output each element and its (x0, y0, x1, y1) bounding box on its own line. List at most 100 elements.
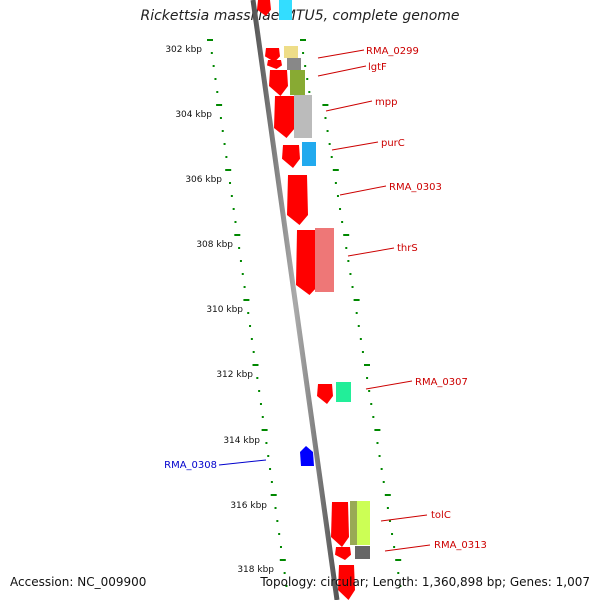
scale-tick (353, 299, 360, 301)
scale-tick (395, 559, 402, 561)
scale-tick (278, 533, 281, 535)
scale-label: 312 kbp (216, 370, 253, 380)
gene-arrow (287, 175, 308, 225)
scale-tick (243, 299, 250, 301)
scale-tick (347, 260, 350, 262)
genome-backbone (250, 0, 340, 600)
map-title: Rickettsia massiliae MTU5, complete geno… (140, 8, 460, 24)
gene-arrow (257, 0, 271, 16)
scale-tick (308, 91, 311, 93)
scale-tick (341, 221, 344, 223)
callout-line (317, 49, 365, 59)
callout-line (347, 247, 395, 257)
scale-tick (384, 494, 391, 496)
scale-tick (261, 416, 264, 418)
scale-label: 318 kbp (237, 565, 274, 575)
scale-tick (380, 468, 383, 470)
scale-tick (256, 377, 259, 379)
scale-label: 304 kbp (175, 110, 212, 120)
scale-tick (234, 234, 241, 236)
gene-block (336, 382, 351, 402)
genome-summary-text: Topology: circular; Length: 1,360,898 bp… (260, 575, 590, 589)
scale-tick (328, 143, 331, 145)
scale-label: 314 kbp (223, 436, 260, 446)
gene-arrow (274, 96, 295, 138)
gene-arrow (335, 547, 351, 560)
gene-arrow (296, 230, 319, 295)
scale-tick (349, 273, 352, 275)
gene-arrow (331, 502, 349, 547)
scale-tick (247, 312, 250, 314)
gene-label: RMA_0299 (366, 46, 419, 57)
scale-tick (391, 533, 394, 535)
scale-tick (279, 546, 282, 548)
scale-tick (261, 429, 268, 431)
scale-tick (351, 286, 354, 288)
scale-tick (285, 585, 288, 587)
scale-tick (223, 143, 226, 145)
gene-label: RMA_0307 (415, 377, 468, 388)
scale-tick (399, 585, 402, 587)
gene-block (290, 70, 305, 95)
scale-tick (306, 78, 309, 80)
scale-tick (270, 481, 273, 483)
scale-tick (258, 390, 261, 392)
scale-tick (210, 52, 213, 54)
gene-block (284, 46, 298, 58)
gene-features (257, 0, 370, 600)
scale-tick (216, 91, 219, 93)
gene-arrow (282, 145, 300, 168)
callout-line (365, 380, 413, 390)
gene-label: thrS (397, 243, 418, 254)
scale-tick (221, 130, 224, 132)
scale-tick (225, 156, 228, 158)
gene-label: purC (381, 138, 405, 149)
scale-tick (378, 455, 381, 457)
scale-tick (370, 403, 373, 405)
scale-tick (214, 78, 217, 80)
callout-line (325, 100, 373, 112)
scale-tick (336, 195, 339, 197)
scale-tick (332, 169, 339, 171)
gene-label: RMA_0303 (389, 182, 442, 193)
scale-tick (376, 442, 379, 444)
scale-tick (270, 494, 277, 496)
gene-arrow-reverse (300, 446, 314, 466)
scale-tick (232, 208, 235, 210)
scale-tick (279, 559, 286, 561)
scale-tick (324, 117, 327, 119)
scale-tick (304, 65, 307, 67)
scale-tick (234, 221, 237, 223)
callout-line (317, 65, 367, 77)
gene-block (294, 95, 312, 138)
outer-scale-ticks (207, 39, 288, 587)
gene-block (279, 0, 292, 20)
gene-arrow (265, 48, 280, 62)
scale-label: 302 kbp (165, 45, 202, 55)
gene-callouts (218, 49, 431, 552)
gene-block (355, 546, 370, 559)
gene-labels: RMA_0299 lgtF mpp purC RMA_0303 thrS RMA_0307 R… (164, 46, 487, 551)
scale-tick (361, 351, 364, 353)
scale-tick (207, 39, 213, 41)
scale-tick (225, 169, 232, 171)
scale-tick (252, 351, 255, 353)
gene-block (287, 58, 301, 70)
gene-arrow (317, 384, 333, 404)
scale-tick (334, 182, 337, 184)
gene-arrow (269, 70, 288, 96)
callout-line (331, 141, 379, 151)
scale-tick (239, 260, 242, 262)
scale-tick (265, 442, 268, 444)
gene-arrow (267, 60, 282, 69)
scale-label: 310 kbp (206, 305, 243, 315)
scale-tick (259, 403, 262, 405)
gene-block (357, 501, 370, 545)
callout-line (339, 185, 387, 196)
callout-line (384, 544, 431, 552)
scale-tick (368, 390, 371, 392)
scale-label: 316 kbp (230, 501, 267, 511)
scale-tick (283, 572, 286, 574)
scale-tick (372, 416, 375, 418)
